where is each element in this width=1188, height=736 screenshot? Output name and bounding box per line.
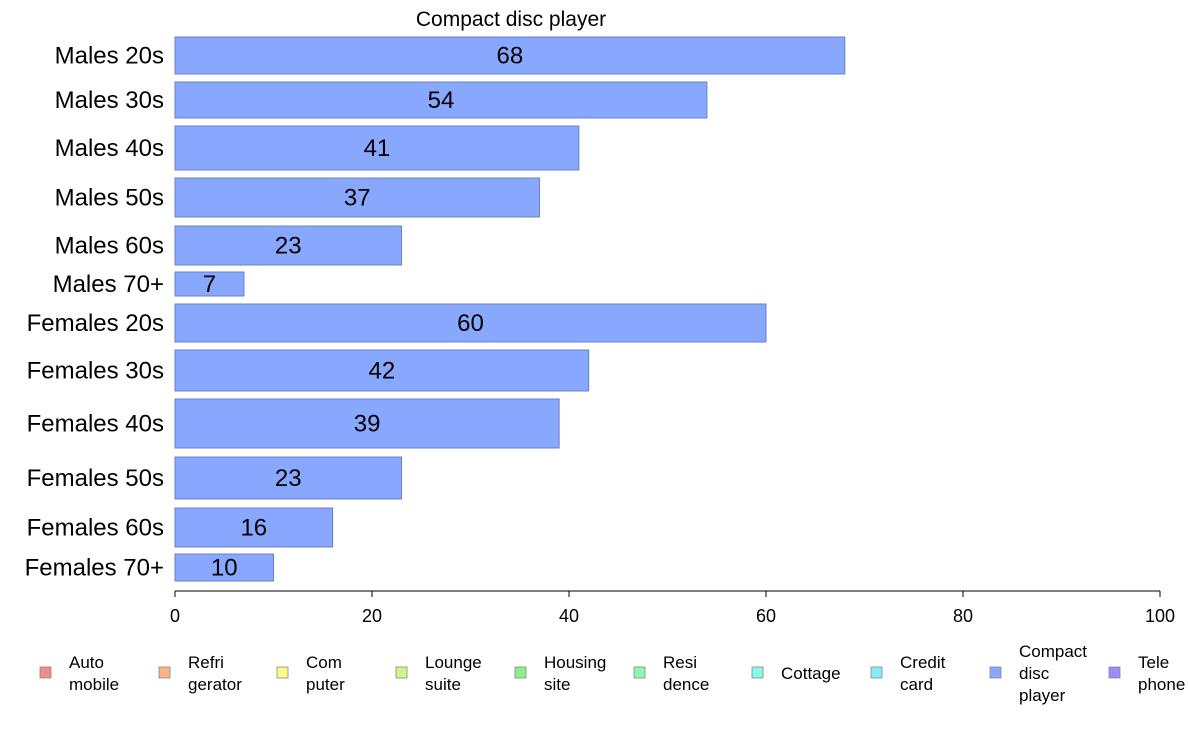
x-tick-label: 0 bbox=[170, 606, 180, 626]
legend-label: Com bbox=[306, 653, 342, 672]
category-label: Females 40s bbox=[27, 411, 164, 438]
legend-label: Housing bbox=[544, 653, 606, 672]
category-label: Males 70+ bbox=[53, 271, 164, 298]
bar bbox=[174, 36, 846, 75]
category-label: Females 50s bbox=[27, 465, 164, 492]
legend-label: Compact bbox=[1019, 642, 1087, 661]
legend-item: Refri gerator bbox=[158, 653, 242, 694]
legend-swatch bbox=[1108, 666, 1121, 679]
legend: Auto mobile Refri gerator Com puter Lounge suit… bbox=[39, 642, 1185, 705]
legend-swatch bbox=[158, 666, 171, 679]
legend-label: mobile bbox=[69, 675, 119, 694]
category-label: Females 70+ bbox=[25, 555, 164, 582]
value-label: 37 bbox=[344, 185, 371, 212]
bar bbox=[174, 303, 767, 343]
bar bbox=[174, 349, 590, 392]
legend-item: Resi dence bbox=[633, 653, 709, 694]
legend-label: Lounge bbox=[425, 653, 482, 672]
bar bbox=[174, 81, 708, 119]
legend-swatch bbox=[870, 666, 883, 679]
value-label: 16 bbox=[240, 515, 267, 542]
legend-swatch bbox=[989, 666, 1002, 679]
category-label: Males 30s bbox=[55, 87, 164, 114]
legend-item: Lounge suite bbox=[395, 653, 482, 694]
legend-item: Tele phone bbox=[1108, 653, 1185, 694]
legend-swatch bbox=[276, 666, 289, 679]
bar bbox=[174, 125, 580, 171]
category-label: Males 60s bbox=[55, 233, 164, 260]
legend-label: gerator bbox=[188, 675, 242, 694]
legend-item: Auto mobile bbox=[39, 653, 119, 694]
category-label: Females 30s bbox=[27, 358, 164, 385]
category-label: Males 50s bbox=[55, 185, 164, 212]
legend-swatch bbox=[395, 666, 408, 679]
legend-label: Tele bbox=[1138, 653, 1169, 672]
legend-item: Credit card bbox=[870, 653, 946, 694]
legend-item: Com puter bbox=[276, 653, 345, 694]
legend-item: Compact disc player bbox=[989, 642, 1087, 705]
x-tick-label: 60 bbox=[756, 606, 776, 626]
bar bbox=[174, 271, 245, 297]
value-label: 54 bbox=[428, 87, 455, 114]
legend-label: disc bbox=[1019, 664, 1050, 683]
legend-label: site bbox=[544, 675, 570, 694]
x-tick-label: 80 bbox=[953, 606, 973, 626]
value-label: 23 bbox=[275, 465, 302, 492]
legend-item: Cottage bbox=[751, 664, 841, 683]
legend-label: puter bbox=[306, 675, 345, 694]
legend-label: card bbox=[900, 675, 933, 694]
value-label: 68 bbox=[497, 43, 524, 70]
legend-label: suite bbox=[425, 675, 461, 694]
x-axis: 0 20 40 60 80 100 bbox=[170, 590, 1175, 626]
bar bbox=[174, 177, 540, 218]
legend-label: Credit bbox=[900, 653, 946, 672]
x-tick-label: 40 bbox=[559, 606, 579, 626]
value-label: 23 bbox=[275, 233, 302, 260]
bar bbox=[174, 398, 560, 449]
legend-label: player bbox=[1019, 686, 1066, 705]
legend-label: Cottage bbox=[781, 664, 841, 683]
legend-label: Refri bbox=[188, 653, 224, 672]
x-tick-label: 20 bbox=[362, 606, 382, 626]
legend-swatch bbox=[39, 666, 52, 679]
chart-title: Compact disc player bbox=[416, 8, 606, 31]
x-tick-label: 100 bbox=[1145, 606, 1175, 626]
legend-swatch bbox=[514, 666, 527, 679]
value-label: 42 bbox=[368, 358, 395, 385]
category-label: Males 40s bbox=[55, 135, 164, 162]
category-label: Females 20s bbox=[27, 310, 164, 337]
bar bbox=[174, 225, 403, 266]
legend-label: Resi bbox=[663, 653, 697, 672]
value-label: 60 bbox=[457, 310, 484, 337]
value-label: 41 bbox=[364, 135, 391, 162]
value-label: 10 bbox=[211, 555, 238, 582]
legend-item: Housing site bbox=[514, 653, 606, 694]
legend-swatch bbox=[633, 666, 646, 679]
category-label: Males 20s bbox=[55, 43, 164, 70]
legend-label: phone bbox=[1138, 675, 1185, 694]
value-label: 39 bbox=[354, 411, 381, 438]
bar bbox=[174, 553, 274, 582]
bar bbox=[174, 507, 334, 548]
value-label: 7 bbox=[203, 271, 216, 298]
category-label: Females 60s bbox=[27, 515, 164, 542]
bars-group: Males 20s 68 Males 30s 54 Males 40s 41 Males 5… bbox=[25, 36, 846, 582]
bar bbox=[174, 456, 403, 500]
legend-label: dence bbox=[663, 675, 709, 694]
legend-swatch bbox=[751, 666, 764, 679]
legend-label: Auto bbox=[69, 653, 104, 672]
